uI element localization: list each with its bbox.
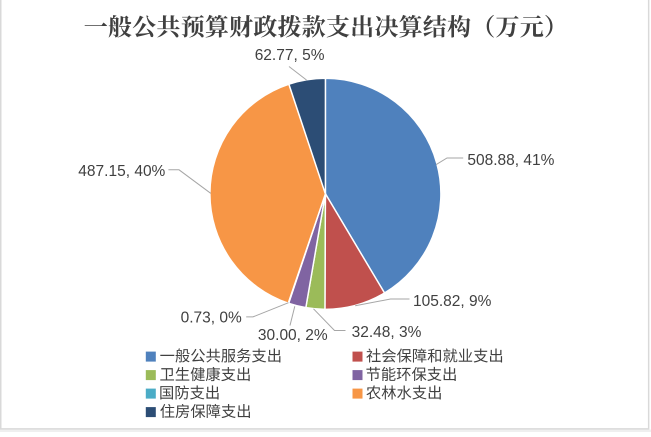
svg-text:62.77, 5%: 62.77, 5% [255,47,325,64]
svg-text:508.88, 41%: 508.88, 41% [467,152,554,169]
svg-text:105.82, 9%: 105.82, 9% [413,293,492,310]
svg-text:32.48, 3%: 32.48, 3% [352,324,422,341]
svg-text:30.00, 2%: 30.00, 2% [258,327,328,344]
svg-text:487.15, 40%: 487.15, 40% [78,163,165,180]
svg-text:0.73, 0%: 0.73, 0% [181,309,242,326]
